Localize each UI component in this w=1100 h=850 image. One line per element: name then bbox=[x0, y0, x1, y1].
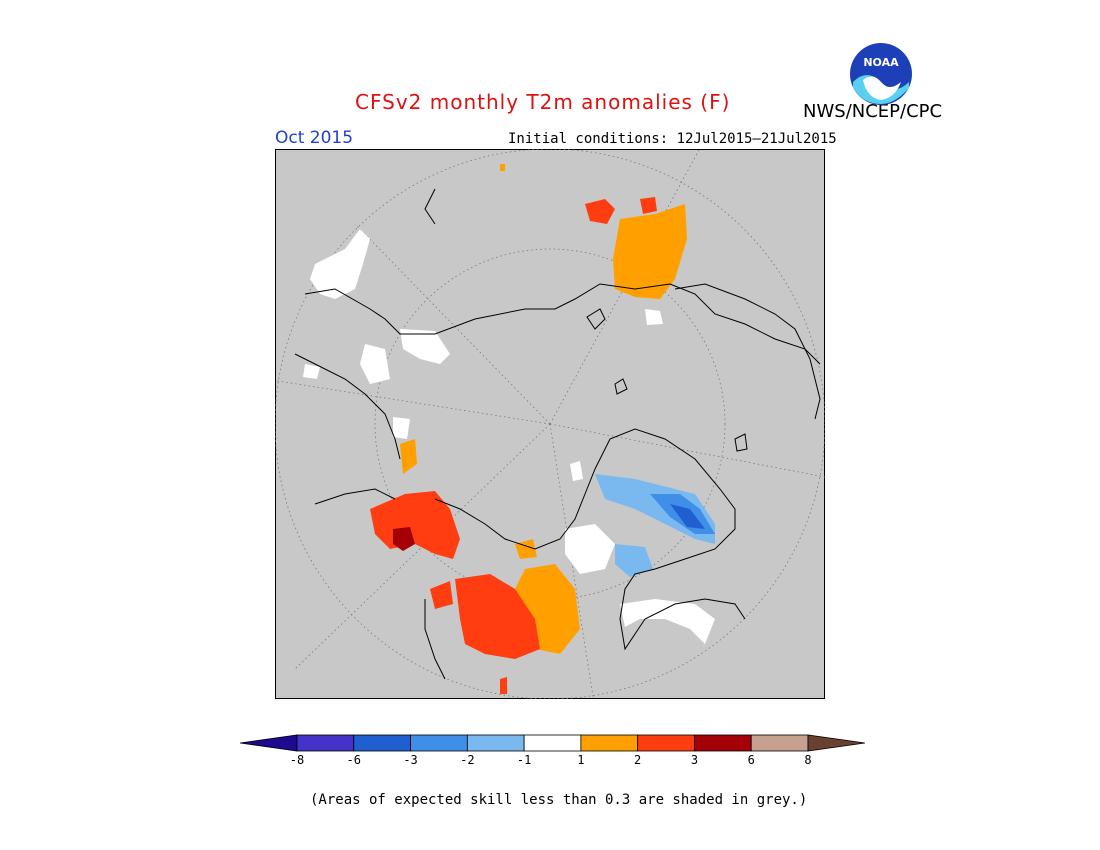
anomaly-3-to-6 bbox=[393, 527, 415, 551]
color-scale-bar bbox=[240, 734, 865, 752]
legend-tick-label: 1 bbox=[577, 753, 585, 767]
legend-swatch bbox=[296, 734, 355, 752]
legend-swatch bbox=[466, 734, 525, 752]
legend-swatch bbox=[637, 734, 695, 752]
anomaly-2-to-3 bbox=[370, 197, 657, 694]
legend-swatch bbox=[580, 734, 639, 752]
noaa-logo-text: NOAA bbox=[863, 56, 899, 69]
below-normal-areas bbox=[595, 474, 715, 577]
forecast-period: Oct 2015 bbox=[275, 128, 354, 148]
noaa-logo: NOAA bbox=[850, 43, 912, 105]
legend-tick-label: 3 bbox=[690, 753, 699, 767]
legend-tick-label: -6 bbox=[346, 753, 361, 767]
legend-swatch bbox=[353, 734, 411, 752]
legend-tick-label: -8 bbox=[289, 753, 305, 767]
legend-tick-label: -1 bbox=[516, 753, 532, 767]
map-title: CFSv2 monthly T2m anomalies (F) bbox=[355, 90, 731, 114]
initial-conditions: Initial conditions: 12Jul2015–21Jul2015 bbox=[508, 131, 837, 147]
near-normal-areas bbox=[303, 229, 715, 644]
legend-swatch bbox=[523, 734, 582, 752]
legend-tick-label: 6 bbox=[747, 753, 755, 767]
coastlines bbox=[294, 188, 821, 680]
skill-footnote: (Areas of expected skill less than 0.3 a… bbox=[310, 792, 808, 808]
legend-tick-label: -2 bbox=[460, 753, 475, 767]
legend-tick-label: -3 bbox=[403, 753, 418, 767]
legend-swatch bbox=[807, 734, 865, 752]
legend-swatch bbox=[750, 734, 809, 752]
legend-swatch bbox=[410, 734, 468, 752]
legend-tick-label: 2 bbox=[634, 753, 642, 767]
agency-label: NWS/NCEP/CPC bbox=[803, 101, 943, 122]
legend-tick-label: 8 bbox=[804, 753, 812, 767]
anomaly-map bbox=[275, 149, 825, 699]
legend-swatch bbox=[240, 734, 298, 752]
legend-swatch bbox=[694, 734, 752, 752]
